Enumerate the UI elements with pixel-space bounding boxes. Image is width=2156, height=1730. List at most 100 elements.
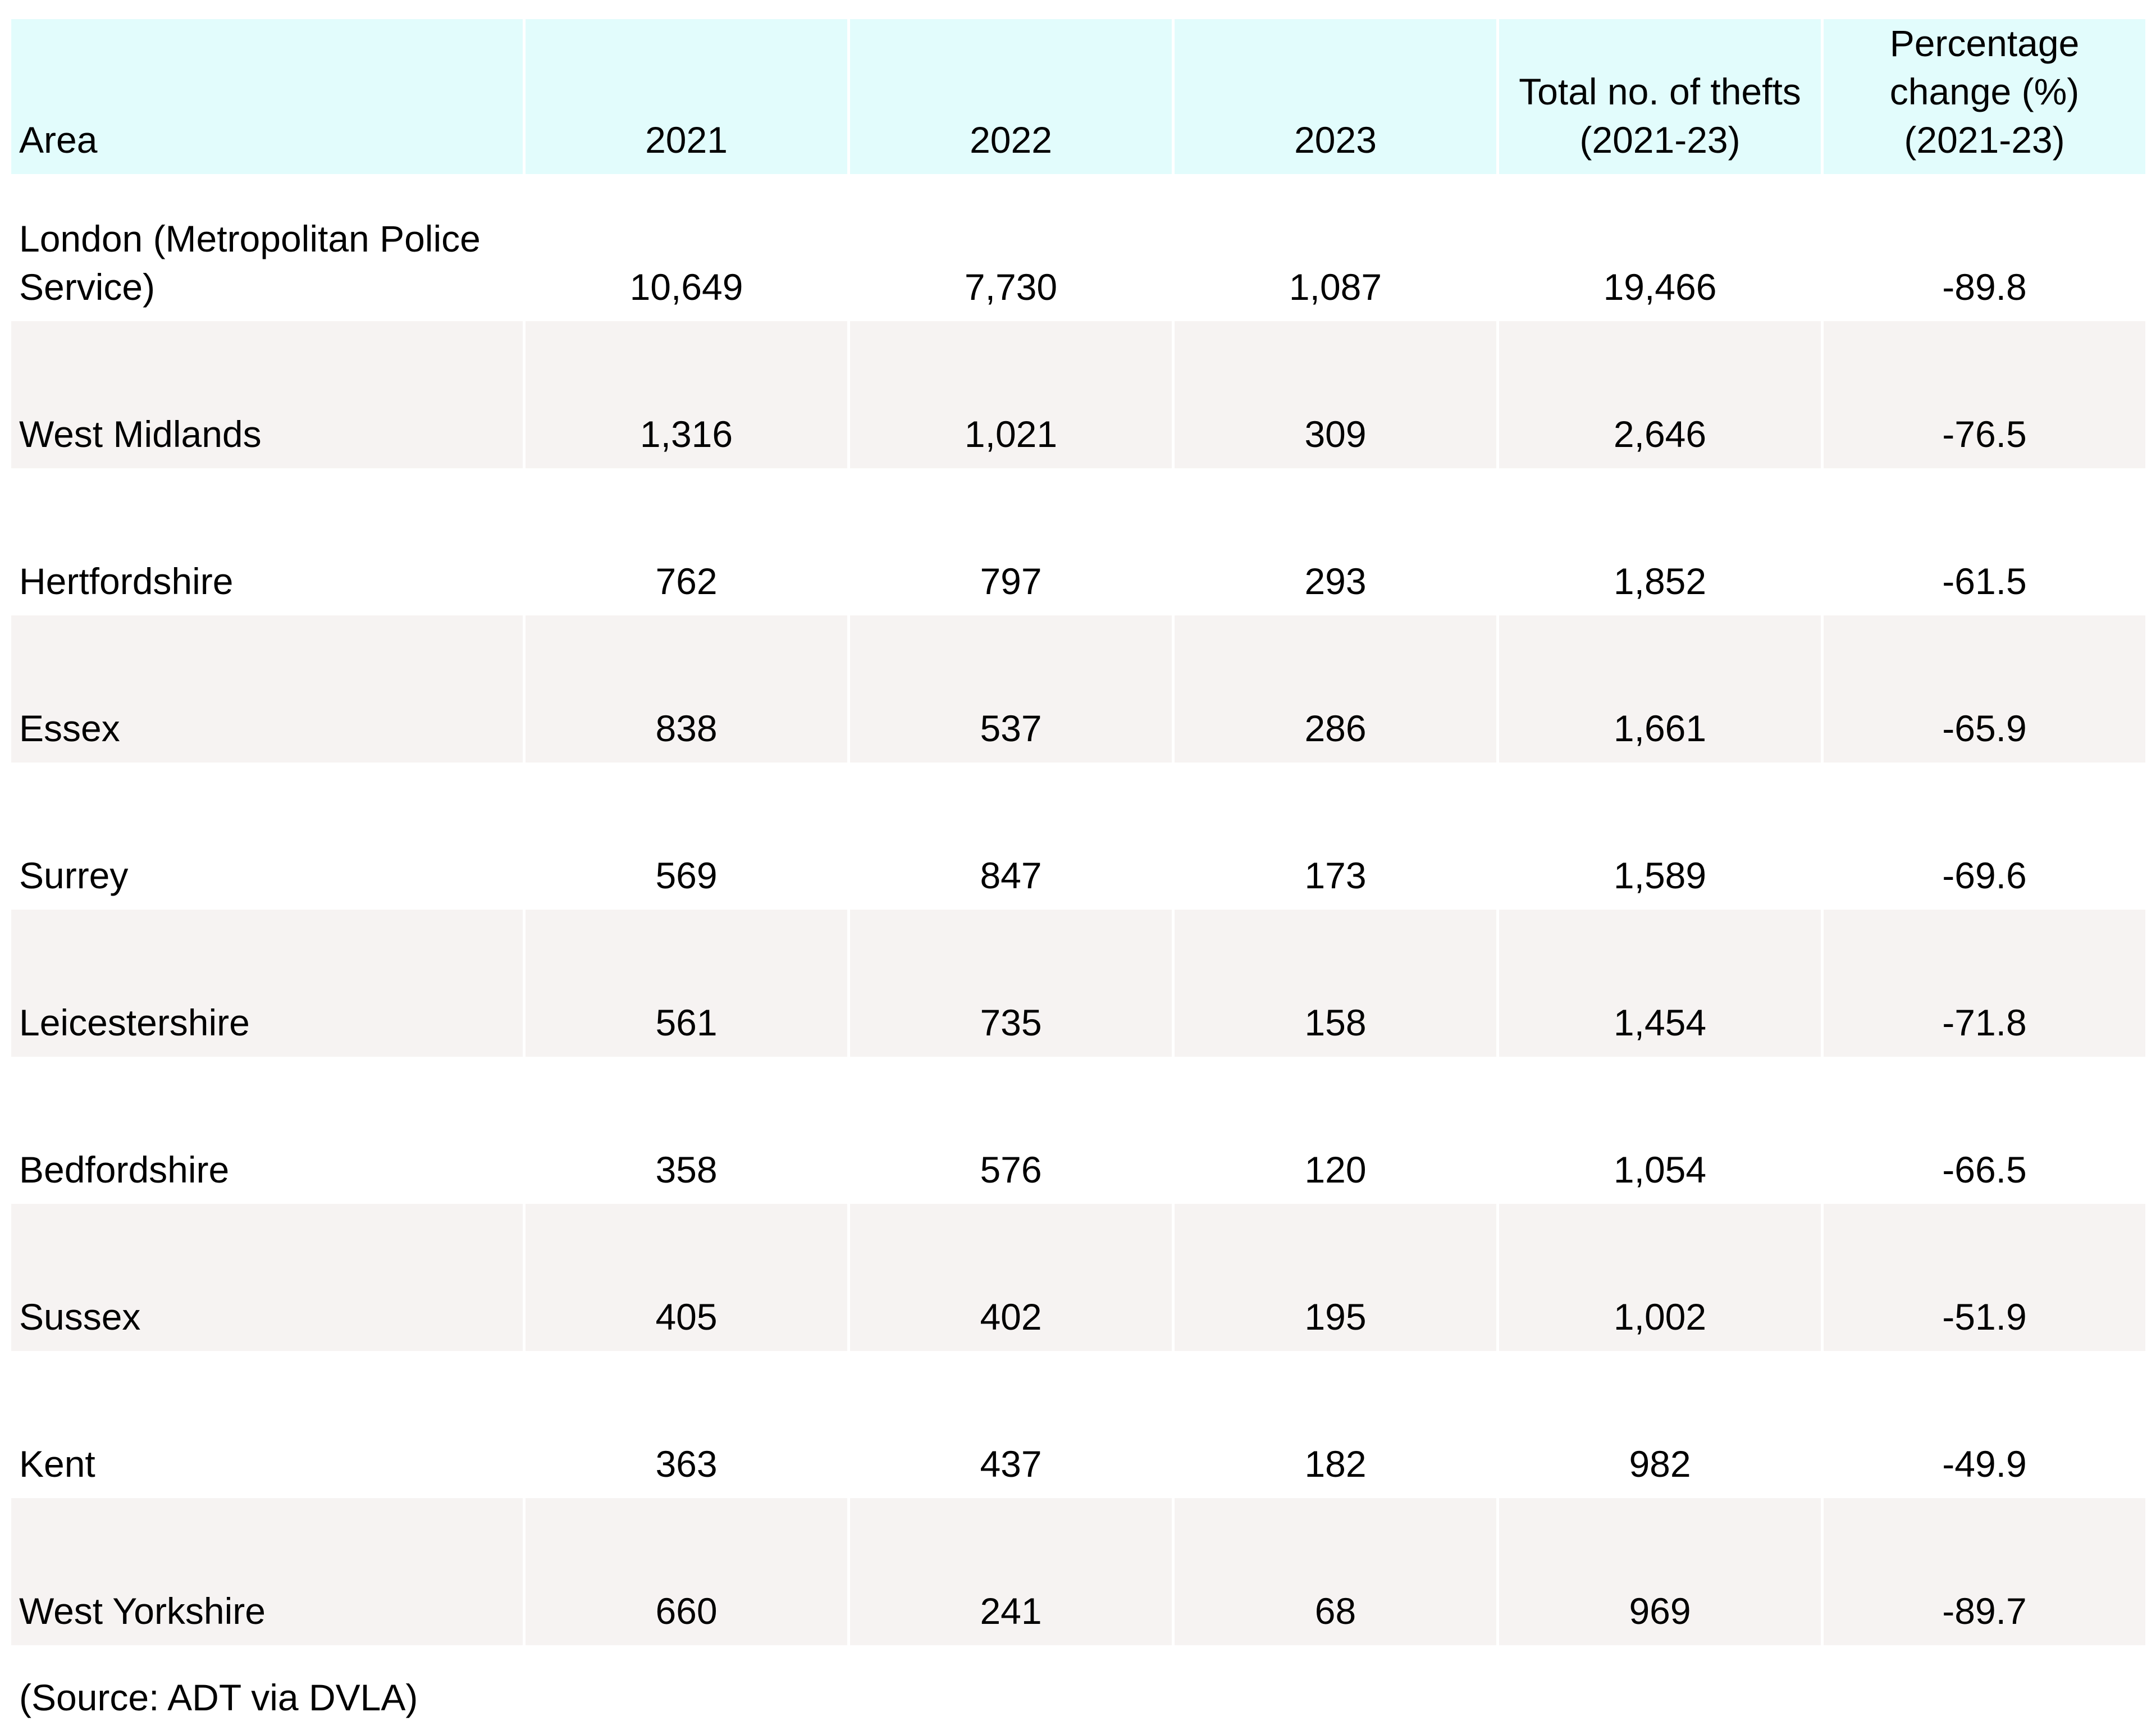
value-cell: 660 (526, 1498, 847, 1645)
cell-line: Service) (19, 266, 156, 308)
value-cell: 10,649 (629, 266, 743, 308)
table-row: Kent 363 437 182 982 -49.9 (11, 1351, 2145, 1498)
value-cell: 1,852 (1613, 560, 1707, 602)
value-cell: 576 (980, 1149, 1042, 1190)
value-cell: 735 (850, 910, 1172, 1057)
value-cell: -65.9 (1824, 615, 2145, 763)
value-cell: 195 (1175, 1204, 1496, 1351)
value-cell: 1,661 (1499, 615, 1821, 763)
value-cell: 561 (526, 910, 847, 1057)
value-cell: 68 (1175, 1498, 1496, 1645)
value-cell: 402 (850, 1204, 1172, 1351)
table-row: West Midlands 1,316 1,021 309 2,646 -76.5 (11, 321, 2145, 468)
area-cell: Leicestershire (11, 910, 523, 1057)
value-cell: 1,454 (1499, 910, 1821, 1057)
area-cell: Sussex (11, 1204, 523, 1351)
value-cell: -69.6 (1942, 855, 2027, 896)
cell-line: Percentage (1889, 22, 2080, 64)
cell-line: Essex (19, 707, 120, 749)
value-cell: 847 (980, 855, 1042, 896)
cell-line: (2021-23) (1579, 119, 1741, 161)
value-cell: 969 (1499, 1498, 1821, 1645)
table-row: Bedfordshire 358 576 120 1,054 -66.5 (11, 1057, 2145, 1204)
area-cell: West Yorkshire (11, 1498, 523, 1645)
cell-line: change (%) (1889, 71, 2080, 112)
cell-line: 2021 (645, 119, 728, 161)
cell-line: West Midlands (19, 413, 262, 455)
value-cell: -89.7 (1824, 1498, 2145, 1645)
value-cell: 838 (526, 615, 847, 763)
value-cell: 1,002 (1499, 1204, 1821, 1351)
table-body: London (Metropolitan Police Service) 10,64… (11, 174, 2145, 1645)
header-row: Area 2021 2022 2023 Total no. of thefts (2021… (11, 19, 2145, 174)
value-cell: 762 (655, 560, 718, 602)
value-cell: 173 (1304, 855, 1367, 896)
header-cell: Percentage change (%) (2021-23) (1824, 19, 2145, 174)
table-row: Leicestershire 561 735 158 1,454 -71.8 (11, 910, 2145, 1057)
value-cell: 2,646 (1499, 321, 1821, 468)
value-cell: -71.8 (1824, 910, 2145, 1057)
value-cell: 982 (1629, 1443, 1691, 1485)
cell-line: (2021-23) (1904, 119, 2065, 161)
table-row: Surrey 569 847 173 1,589 -69.6 (11, 763, 2145, 910)
cell-line: Area (19, 119, 98, 161)
value-cell: 1,021 (850, 321, 1172, 468)
value-cell: 1,087 (1289, 266, 1382, 308)
value-cell: 569 (655, 855, 718, 896)
cell-line: Total no. of thefts (1519, 71, 1801, 112)
area-cell: Kent (11, 1351, 523, 1498)
area-cell: Bedfordshire (11, 1057, 523, 1204)
cell-line: London (Metropolitan Police (19, 218, 481, 259)
value-cell: 241 (850, 1498, 1172, 1645)
table-row: Essex 838 537 286 1,661 -65.9 (11, 615, 2145, 763)
value-cell: -49.9 (1942, 1443, 2027, 1485)
cell-line: Surrey (19, 855, 129, 896)
header-cell: 2021 (526, 19, 847, 174)
table-row: West Yorkshire 660 241 68 969 -89.7 (11, 1498, 2145, 1645)
value-cell: -51.9 (1824, 1204, 2145, 1351)
value-cell: 7,730 (964, 266, 1058, 308)
area-cell: Essex (11, 615, 523, 763)
source-note: (Source: ADT via DVLA) (19, 1677, 418, 1718)
value-cell: 1,316 (526, 321, 847, 468)
table-row: Sussex 405 402 195 1,002 -51.9 (11, 1204, 2145, 1351)
value-cell: 309 (1175, 321, 1496, 468)
table-row: Hertfordshire 762 797 293 1,852 -61.5 (11, 468, 2145, 615)
cell-line: Leicestershire (19, 1002, 250, 1043)
header-cell: Area (11, 19, 523, 174)
area-cell: West Midlands (11, 321, 523, 468)
cell-line: 2023 (1294, 119, 1377, 161)
value-cell: 1,054 (1613, 1149, 1707, 1190)
area-cell: London (Metropolitan Police Service) (11, 174, 523, 321)
table-row: London (Metropolitan Police Service) 10,64… (11, 174, 2145, 321)
value-cell: 120 (1304, 1149, 1367, 1190)
value-cell: 293 (1304, 560, 1367, 602)
header-cell: 2023 (1175, 19, 1496, 174)
value-cell: 1,589 (1613, 855, 1707, 896)
value-cell: 537 (850, 615, 1172, 763)
value-cell: 158 (1175, 910, 1496, 1057)
value-cell: 286 (1175, 615, 1496, 763)
thefts-table: Area 2021 2022 2023 Total no. of thefts (2021… (8, 19, 2148, 1645)
value-cell: 405 (526, 1204, 847, 1351)
value-cell: -89.8 (1942, 266, 2027, 308)
header-cell: Total no. of thefts (2021-23) (1499, 19, 1821, 174)
cell-line: Sussex (19, 1296, 141, 1338)
value-cell: 797 (980, 560, 1042, 602)
value-cell: 19,466 (1603, 266, 1717, 308)
area-cell: Hertfordshire (11, 468, 523, 615)
value-cell: -76.5 (1824, 321, 2145, 468)
value-cell: -66.5 (1942, 1149, 2027, 1190)
cell-line: Hertfordshire (19, 560, 234, 602)
cell-line: Bedfordshire (19, 1149, 230, 1190)
cell-line: Kent (19, 1443, 95, 1485)
value-cell: 182 (1304, 1443, 1367, 1485)
cell-line: West Yorkshire (19, 1590, 266, 1632)
area-cell: Surrey (11, 763, 523, 910)
value-cell: 437 (980, 1443, 1042, 1485)
value-cell: 358 (655, 1149, 718, 1190)
value-cell: 363 (655, 1443, 718, 1485)
cell-line: 2022 (970, 119, 1052, 161)
header-cell: 2022 (850, 19, 1172, 174)
